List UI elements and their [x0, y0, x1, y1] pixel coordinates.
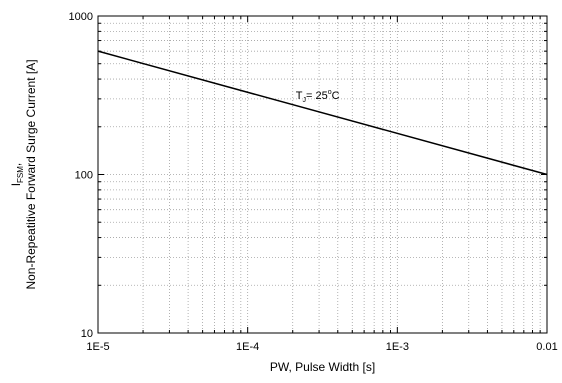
x-tick-label: 1E-4	[236, 341, 259, 353]
y-axis-symbol-sub: FSM	[16, 166, 25, 183]
y-axis-title: Non-Repeatitive Forward Surge Current [A…	[24, 59, 38, 289]
y-axis-symbol: IFSM,	[9, 163, 25, 187]
annotation-rest: = 25	[306, 90, 328, 102]
y-axis-label: IFSM, Non-Repeatitive Forward Surge Curr…	[9, 59, 38, 289]
annotation-sup: o	[328, 89, 332, 96]
y-axis-symbol-main: I	[9, 183, 23, 186]
x-tick-label: 1E-5	[86, 341, 109, 353]
x-tick-label: 0.01	[536, 341, 557, 353]
plot-frame	[97, 15, 548, 334]
y-tick-label: 1000	[69, 11, 93, 23]
series	[97, 50, 548, 176]
annotation-unit: C	[332, 90, 340, 102]
x-axis-label: PW, Pulse Width [s]	[270, 360, 375, 374]
y-tick-label: 100	[75, 170, 93, 182]
grid-lines	[98, 16, 547, 333]
annotation-main: T	[296, 90, 303, 102]
tick-labels: 1E-5 1E-4 1E-3 0.01 10 100 1000	[69, 11, 558, 353]
temperature-annotation: TJ= 25oC	[296, 89, 340, 104]
series-line	[97, 50, 548, 176]
annotation-sub: J	[303, 97, 307, 104]
y-axis-symbol-suffix: ,	[9, 163, 23, 166]
y-tick-label: 10	[81, 328, 93, 340]
x-tick-label: 1E-3	[386, 341, 409, 353]
